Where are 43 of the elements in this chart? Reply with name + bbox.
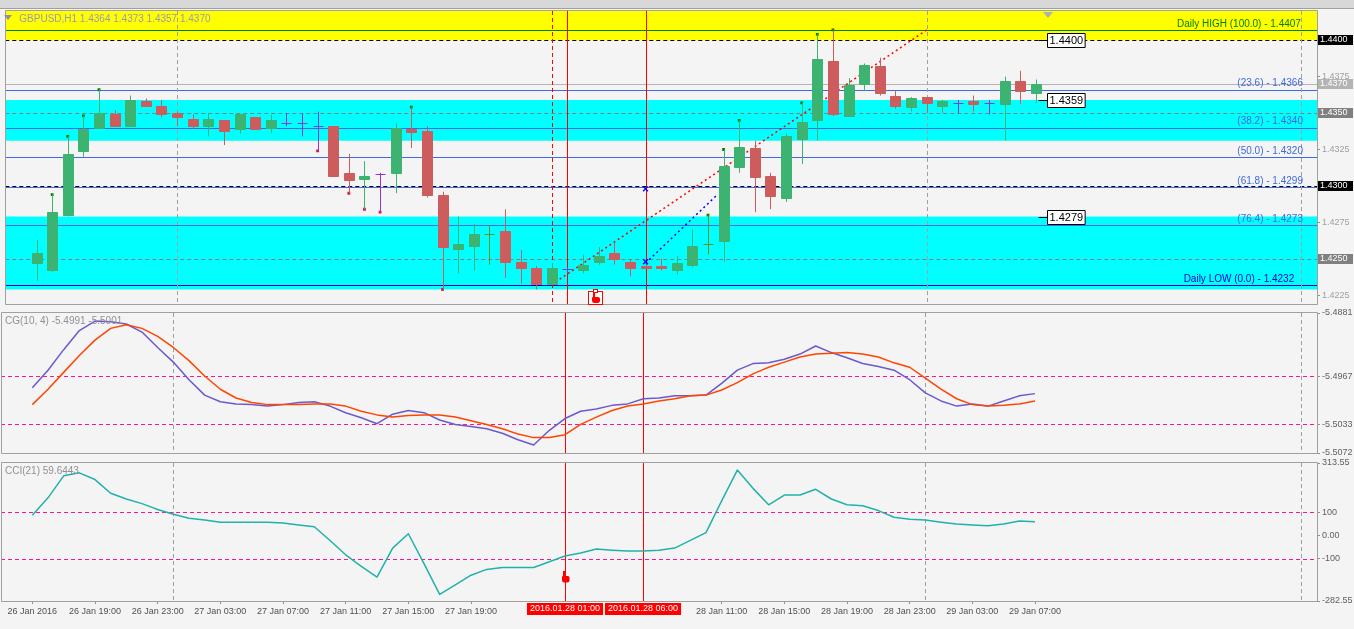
x-tick-label: 28 Jan 11:00: [695, 605, 748, 616]
band-label: 1.4400: [1049, 34, 1084, 47]
y-tick-label: 1.4325: [1322, 143, 1350, 154]
chart-title: CCI(21) 59.6443: [5, 464, 80, 476]
annotation: (50.0) - 1.4320: [1237, 144, 1304, 156]
y-tick-label: 313.55: [1322, 457, 1350, 468]
ref-line-label: 2016.01.28 06:00: [607, 603, 679, 614]
ref-line-label: 1.4300: [1320, 180, 1348, 191]
y-tick-label: -282.55: [1322, 595, 1353, 606]
ref-line-label: 1.4250: [1320, 253, 1348, 264]
x-tick-label: 28 Jan 15:00: [758, 605, 811, 616]
ref-line-label: 2016.01.28 01:00: [529, 603, 601, 614]
y-tick-label: -100: [1322, 553, 1341, 564]
x-tick-label: 27 Jan 03:00: [194, 605, 247, 616]
band-label: 1.4279: [1049, 211, 1084, 224]
x-tick-label: 26 Jan 2016: [7, 605, 58, 616]
x-tick-label: 27 Jan 15:00: [382, 605, 435, 616]
x-tick-label: 26 Jan 19:00: [68, 605, 122, 616]
x-tick-label: 26 Jan 23:00: [131, 605, 184, 616]
band-label: 1.4359: [1049, 94, 1084, 107]
annotation: (38.2) - 1.4340: [1237, 115, 1304, 127]
y-tick-label: -5.5072: [1322, 447, 1353, 458]
ref-line-label: 1.4350: [1320, 107, 1348, 118]
y-tick-label: -5.4967: [1322, 370, 1353, 381]
y-tick-label: 1.4275: [1322, 216, 1350, 227]
x-tick-label: 28 Jan 23:00: [883, 605, 936, 616]
x-tick-label: 28 Jan 19:00: [820, 605, 874, 616]
x-tick-label: 29 Jan 07:00: [1008, 605, 1062, 616]
annotation: Daily LOW (0.0) - 1.4232: [1183, 272, 1295, 284]
y-tick-label: 1.4225: [1322, 289, 1350, 300]
x-tick-label: 27 Jan 19:00: [444, 605, 498, 616]
ref-line-label: 1.4400: [1320, 34, 1348, 45]
chart-title: GBPUSD,H1 1.4364 1.4373 1.4357 1.4370: [19, 12, 211, 24]
x-tick-label: 29 Jan 03:00: [946, 605, 999, 616]
annotation: (61.8) - 1.4299: [1237, 175, 1304, 187]
y-tick-label: -5.5033: [1322, 418, 1353, 429]
y-tick-label: 0.00: [1322, 530, 1340, 541]
annotation: (23.6) - 1.4366: [1237, 77, 1304, 89]
y-tick-label: 100: [1322, 506, 1338, 517]
x-tick-label: 27 Jan 11:00: [319, 605, 372, 616]
annotation: Daily HIGH (100.0) - 1.4407: [1176, 17, 1302, 29]
y-tick-label: -5.4881: [1322, 307, 1353, 318]
x-tick-label: 27 Jan 07:00: [256, 605, 310, 616]
